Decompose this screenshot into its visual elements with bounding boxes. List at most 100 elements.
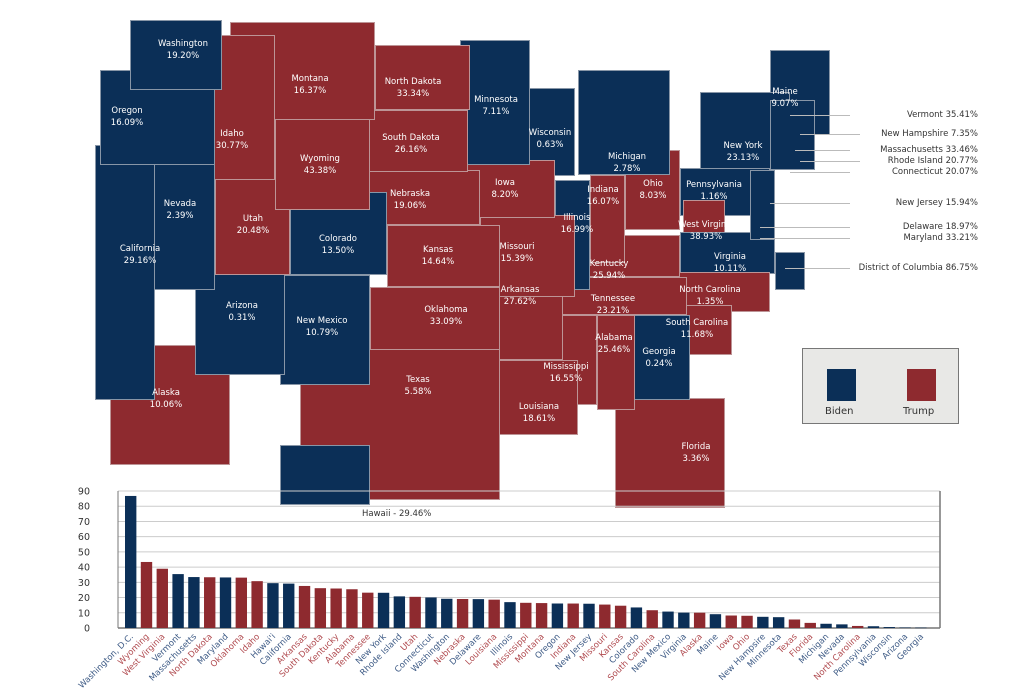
side-label-vermont: Vermont 35.41% <box>906 110 978 120</box>
state-margin: 0.24% <box>645 359 673 369</box>
bar-new-york <box>377 592 390 628</box>
state-name: Oregon <box>111 106 143 116</box>
state-label-arizona: Arizona 0.31% <box>226 300 258 324</box>
side-label-massachusetts: Massachusetts 33.46% <box>880 145 978 155</box>
us-election-map: Washington 19.20% Oregon 16.09% California 29… <box>95 20 978 508</box>
state-name: Arizona <box>226 301 258 311</box>
state-margin: 27.62% <box>503 297 537 307</box>
bar-south-dakota <box>314 588 327 628</box>
state-label-kansas: Kansas 14.64% <box>422 244 454 268</box>
state-name: Arkansas <box>500 285 540 295</box>
state-name: New Mexico <box>296 316 348 326</box>
state-margin: 23.21% <box>596 306 630 316</box>
bar-michigan <box>820 623 832 628</box>
state-name: Colorado <box>319 234 357 244</box>
state-label-illinois: Illinois 16.99% <box>561 212 593 236</box>
bar-nevada <box>836 624 848 628</box>
y-tick-label: 80 <box>78 502 90 513</box>
state-label-iowa: Iowa 8.20% <box>491 177 518 201</box>
leader-line <box>795 150 850 151</box>
state-label-washington: Washington 19.20% <box>158 38 208 62</box>
side-label-new-jersey: New Jersey 15.94% <box>895 198 978 208</box>
state-label-virginia: Virginia 10.11% <box>714 251 746 275</box>
state-label-ohio: Ohio 8.03% <box>639 178 666 202</box>
state-washington <box>130 20 222 90</box>
state-margin: 5.58% <box>404 387 432 397</box>
state-margin: 9.07% <box>771 99 799 109</box>
bar-ohio <box>741 615 753 628</box>
state-label-indiana: Indiana 16.07% <box>587 184 619 208</box>
hawaii-shape <box>280 445 370 505</box>
dc-inset-shape <box>775 252 805 290</box>
state-label-wisconsin: Wisconsin 0.63% <box>529 127 571 151</box>
state-name: Texas <box>406 375 430 385</box>
state-margin: 29.16% <box>123 256 157 266</box>
state-name: Wisconsin <box>528 128 572 138</box>
bar-west-virginia <box>156 568 168 628</box>
state-label-kentucky: Kentucky 25.94% <box>590 258 629 282</box>
side-label-delaware: Delaware 18.97% <box>902 222 978 232</box>
y-tick-label: 0 <box>84 624 90 635</box>
state-margin: 10.11% <box>713 264 747 274</box>
bar-oregon <box>551 603 564 628</box>
state-label-tennessee: Tennessee 23.21% <box>591 293 635 317</box>
state-label-north-dakota: North Dakota 33.34% <box>385 76 442 100</box>
mid-atlantic-shape <box>750 170 775 240</box>
bar-arizona <box>899 627 911 629</box>
bar-iowa <box>725 615 737 628</box>
bar-maryland <box>219 577 232 628</box>
side-label-new-hampshire: New Hampshire 7.35% <box>881 129 978 139</box>
state-name: Alabama <box>595 333 633 343</box>
state-name: North Dakota <box>384 77 442 87</box>
bar-new-jersey <box>583 603 595 628</box>
y-tick-label: 40 <box>78 563 90 574</box>
state-margin: 14.64% <box>421 257 455 267</box>
state-label-california: California 29.16% <box>120 243 160 267</box>
state-margin: 0.31% <box>228 313 256 323</box>
bar-texas <box>788 619 801 628</box>
state-margin: 25.46% <box>597 345 631 355</box>
state-label-alaska: Alaska 10.06% <box>150 387 182 411</box>
y-tick-label: 70 <box>78 517 90 528</box>
y-tick-label: 30 <box>78 578 90 589</box>
state-michigan <box>578 70 670 175</box>
state-margin: 25.94% <box>592 271 626 281</box>
bar-kentucky <box>330 588 342 628</box>
bar-arkansas <box>298 585 311 628</box>
bar-tennessee <box>362 592 374 628</box>
biden-swatch <box>827 369 856 401</box>
state-label-south-carolina: South Carolina 11.68% <box>666 317 728 341</box>
state-margin: 13.50% <box>321 246 355 256</box>
state-south-dakota <box>368 110 468 172</box>
state-margin: 18.61% <box>522 414 556 424</box>
state-margin: 19.20% <box>166 51 200 61</box>
legend-biden-label: Biden <box>825 406 854 417</box>
state-name: Oklahoma <box>424 305 468 315</box>
side-label-connecticut: Connecticut 20.07% <box>891 167 978 177</box>
state-margin: 26.16% <box>394 145 428 155</box>
state-margin: 23.13% <box>726 153 760 163</box>
state-label-west-virginia: West Virginia 38.93% <box>678 219 734 243</box>
state-margin: 15.39% <box>500 254 534 264</box>
state-margin: 1.16% <box>700 192 728 202</box>
bar-utah <box>409 596 421 628</box>
state-label-wyoming: Wyoming 43.38% <box>300 153 340 177</box>
state-label-nevada: Nevada 2.39% <box>164 198 196 222</box>
state-indiana <box>590 175 625 263</box>
state-minnesota <box>460 40 530 165</box>
state-louisiana <box>498 360 578 435</box>
state-name: Nevada <box>163 199 197 209</box>
y-tick-label: 90 <box>78 487 90 498</box>
state-name: Wyoming <box>300 154 340 164</box>
state-margin: 10.79% <box>305 328 339 338</box>
state-name: Kentucky <box>589 259 629 269</box>
y-tick-label: 60 <box>78 532 90 543</box>
state-name: Ohio <box>643 179 663 189</box>
state-label-south-dakota: South Dakota 26.16% <box>382 132 440 156</box>
state-new-mexico <box>280 275 370 385</box>
state-name: Illinois <box>563 213 591 223</box>
state-north-dakota <box>375 45 470 110</box>
bar-pennsylvania <box>867 626 880 628</box>
bar-florida <box>804 622 816 628</box>
bar-alaska <box>693 612 706 628</box>
